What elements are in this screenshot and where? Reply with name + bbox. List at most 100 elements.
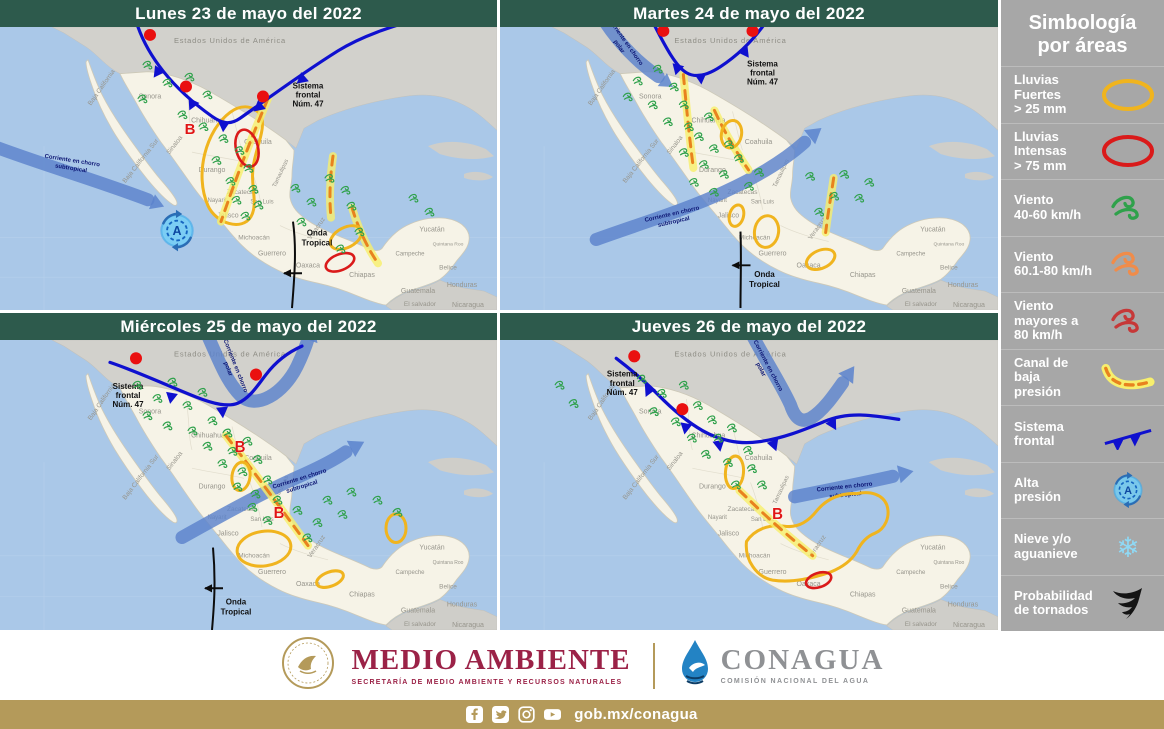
rain-area-heavy bbox=[723, 454, 746, 491]
medio-ambiente-wordmark: MEDIO AMBIENTE bbox=[351, 643, 631, 676]
tornado-icon bbox=[1100, 586, 1156, 620]
panel-title: Miércoles 25 de mayo del 2022 bbox=[120, 316, 377, 336]
svg-text:frontal: frontal bbox=[750, 69, 775, 78]
rain-area-intense bbox=[324, 251, 356, 273]
high-pressure-icon bbox=[1100, 470, 1156, 510]
cold-front-icon bbox=[1100, 418, 1156, 451]
low-pressure-marker: B bbox=[235, 439, 246, 456]
svg-text:Núm. 47: Núm. 47 bbox=[112, 400, 144, 409]
svg-text:Corriente en chorro: Corriente en chorro bbox=[816, 482, 873, 494]
legend-item-label: Alta presión bbox=[1014, 474, 1061, 505]
panel-header: Martes 24 de mayo del 2022 bbox=[500, 0, 998, 27]
conagua-wordmark: CONAGUA bbox=[720, 644, 885, 676]
svg-text:frontal: frontal bbox=[116, 391, 141, 400]
panel-wednesday: Miércoles 25 de mayo del 2022 Corriente … bbox=[0, 313, 497, 630]
cold-front bbox=[614, 350, 901, 452]
intense-rain-area-icon bbox=[1100, 133, 1156, 169]
legend-item-label: Probabilidad de tornados bbox=[1014, 587, 1093, 618]
heavy-rain-area-icon bbox=[1100, 77, 1156, 113]
brand-footer: MEDIO AMBIENTE SECRETARÍA DE MEDIO AMBIE… bbox=[0, 631, 1164, 700]
facebook-icon[interactable] bbox=[466, 706, 484, 723]
svg-text:subtropical: subtropical bbox=[829, 491, 862, 500]
medio-ambiente-subtitle: SECRETARÍA DE MEDIO AMBIENTE Y RECURSOS … bbox=[351, 678, 623, 686]
mexico-seal-logo bbox=[280, 635, 336, 696]
cold-front bbox=[108, 344, 304, 419]
svg-text:Núm. 47: Núm. 47 bbox=[747, 78, 779, 87]
weather-map-wednesday: Corriente en chorro polar Corriente en c… bbox=[0, 340, 497, 630]
svg-text:Tropical: Tropical bbox=[749, 280, 780, 289]
rain-area-heavy bbox=[235, 529, 293, 568]
panel-header: Miércoles 25 de mayo del 2022 bbox=[0, 313, 497, 340]
legend-item-label: Canal de baja presión bbox=[1014, 354, 1069, 399]
panel-header: Lunes 23 de mayo del 2022 bbox=[0, 0, 497, 27]
rain-area-heavy bbox=[727, 203, 746, 228]
tropical-wave: Onda Tropical bbox=[283, 221, 332, 309]
legend-item-alta-presion: Alta presión bbox=[1001, 461, 1164, 518]
svg-text:Sistema: Sistema bbox=[113, 382, 144, 391]
jet-stream-subtropical: Corriente en chorro subtropical bbox=[0, 141, 165, 210]
panel-title: Jueves 26 de mayo del 2022 bbox=[631, 316, 867, 336]
legend-item-canal-baja-presion: Canal de baja presión bbox=[1001, 348, 1164, 406]
svg-text:Tropical: Tropical bbox=[221, 608, 252, 617]
svg-text:Núm. 47: Núm. 47 bbox=[292, 99, 324, 108]
legend-item-label: Viento mayores a 80 km/h bbox=[1014, 298, 1079, 343]
svg-text:Onda: Onda bbox=[226, 598, 247, 607]
svg-text:subtropical: subtropical bbox=[54, 163, 87, 174]
legend-item-viento-60-80: Viento 60.1-80 km/h bbox=[1001, 235, 1164, 292]
rain-area-heavy bbox=[328, 224, 364, 251]
wind-80-icon bbox=[1100, 304, 1156, 338]
panel-monday: Lunes 23 de mayo del 2022 Corriente en c… bbox=[0, 0, 497, 310]
legend-title: Simbología por áreas bbox=[1028, 12, 1137, 57]
tropical-wave: Onda Tropical bbox=[204, 547, 252, 630]
weather-map-monday: Corriente en chorro subtropical bbox=[0, 27, 497, 310]
front-label: Sistema frontal Núm. 47 bbox=[292, 82, 324, 109]
social-bar: gob.mx/conagua bbox=[0, 700, 1164, 729]
panel-tuesday: Martes 24 de mayo del 2022 Corriente en … bbox=[500, 0, 998, 310]
conagua-subtitle: COMISIÓN NACIONAL DEL AGUA bbox=[720, 678, 870, 685]
rain-area-intense bbox=[804, 570, 833, 590]
wind-60-80-icon bbox=[1100, 247, 1156, 281]
rain-area-heavy bbox=[744, 491, 890, 583]
weather-map-tuesday: Corriente en chorro polar Corriente en c… bbox=[500, 27, 998, 310]
legend-item-label: Viento 40-60 km/h bbox=[1014, 192, 1082, 222]
low-pressure-channel-icon bbox=[1100, 360, 1156, 396]
svg-text:frontal: frontal bbox=[296, 91, 321, 100]
panel-title: Lunes 23 de mayo del 2022 bbox=[135, 3, 362, 23]
front-label: Sistema frontal Núm. 47 bbox=[747, 60, 779, 87]
front-label: Sistema frontal Núm. 47 bbox=[112, 382, 144, 409]
legend-item-lluvias-fuertes: Lluvias Fuertes > 25 mm bbox=[1001, 66, 1164, 123]
canal-baja-presion bbox=[222, 431, 312, 550]
wind-40-60-icon bbox=[1100, 191, 1156, 225]
svg-text:Sistema: Sistema bbox=[747, 60, 778, 69]
panel-thursday: Jueves 26 de mayo del 2022 Corriente en … bbox=[500, 313, 998, 630]
legend-item-label: Viento 60.1-80 km/h bbox=[1014, 248, 1093, 279]
legend-item-sistema-frontal: Sistema frontal bbox=[1001, 405, 1164, 461]
svg-text:frontal: frontal bbox=[610, 379, 635, 388]
instagram-icon[interactable] bbox=[518, 706, 535, 723]
legend-item-lluvias-intensas: Lluvias Intensas > 75 mm bbox=[1001, 122, 1164, 180]
tropical-wave: Onda Tropical bbox=[731, 231, 780, 309]
legend-item-tornados: Probabilidad de tornados bbox=[1001, 574, 1164, 631]
legend-item-label: Nieve y/o aguanieve bbox=[1014, 531, 1078, 561]
panel-title: Martes 24 de mayo del 2022 bbox=[633, 3, 865, 23]
low-pressure-marker: B bbox=[274, 505, 285, 522]
legend-item-label: Lluvias Fuertes > 25 mm bbox=[1014, 72, 1067, 117]
legend-item-label: Sistema frontal bbox=[1014, 418, 1064, 449]
jet-stream-subtropical: Corriente en chorro subtropical bbox=[788, 465, 914, 504]
cold-front bbox=[136, 27, 397, 133]
conagua-url[interactable]: gob.mx/conagua bbox=[574, 706, 698, 723]
svg-text:Sistema: Sistema bbox=[293, 82, 324, 91]
twitter-icon[interactable] bbox=[492, 706, 510, 723]
svg-text:Sistema: Sistema bbox=[607, 370, 638, 379]
legend-item-viento-mayor-80: Viento mayores a 80 km/h bbox=[1001, 292, 1164, 349]
youtube-icon[interactable] bbox=[544, 706, 562, 723]
svg-text:polar: polar bbox=[222, 361, 233, 378]
conagua-drop-logo bbox=[677, 638, 713, 693]
base-map bbox=[500, 340, 998, 630]
svg-text:Onda: Onda bbox=[754, 270, 775, 279]
panel-header: Jueves 26 de mayo del 2022 bbox=[500, 313, 998, 340]
legend-item-nieve: Nieve y/o aguanieve bbox=[1001, 518, 1164, 574]
rain-area-heavy bbox=[315, 569, 345, 589]
footer-divider bbox=[652, 642, 655, 689]
conagua-block: CONAGUA COMISIÓN NACIONAL DEL AGUA bbox=[677, 638, 885, 693]
